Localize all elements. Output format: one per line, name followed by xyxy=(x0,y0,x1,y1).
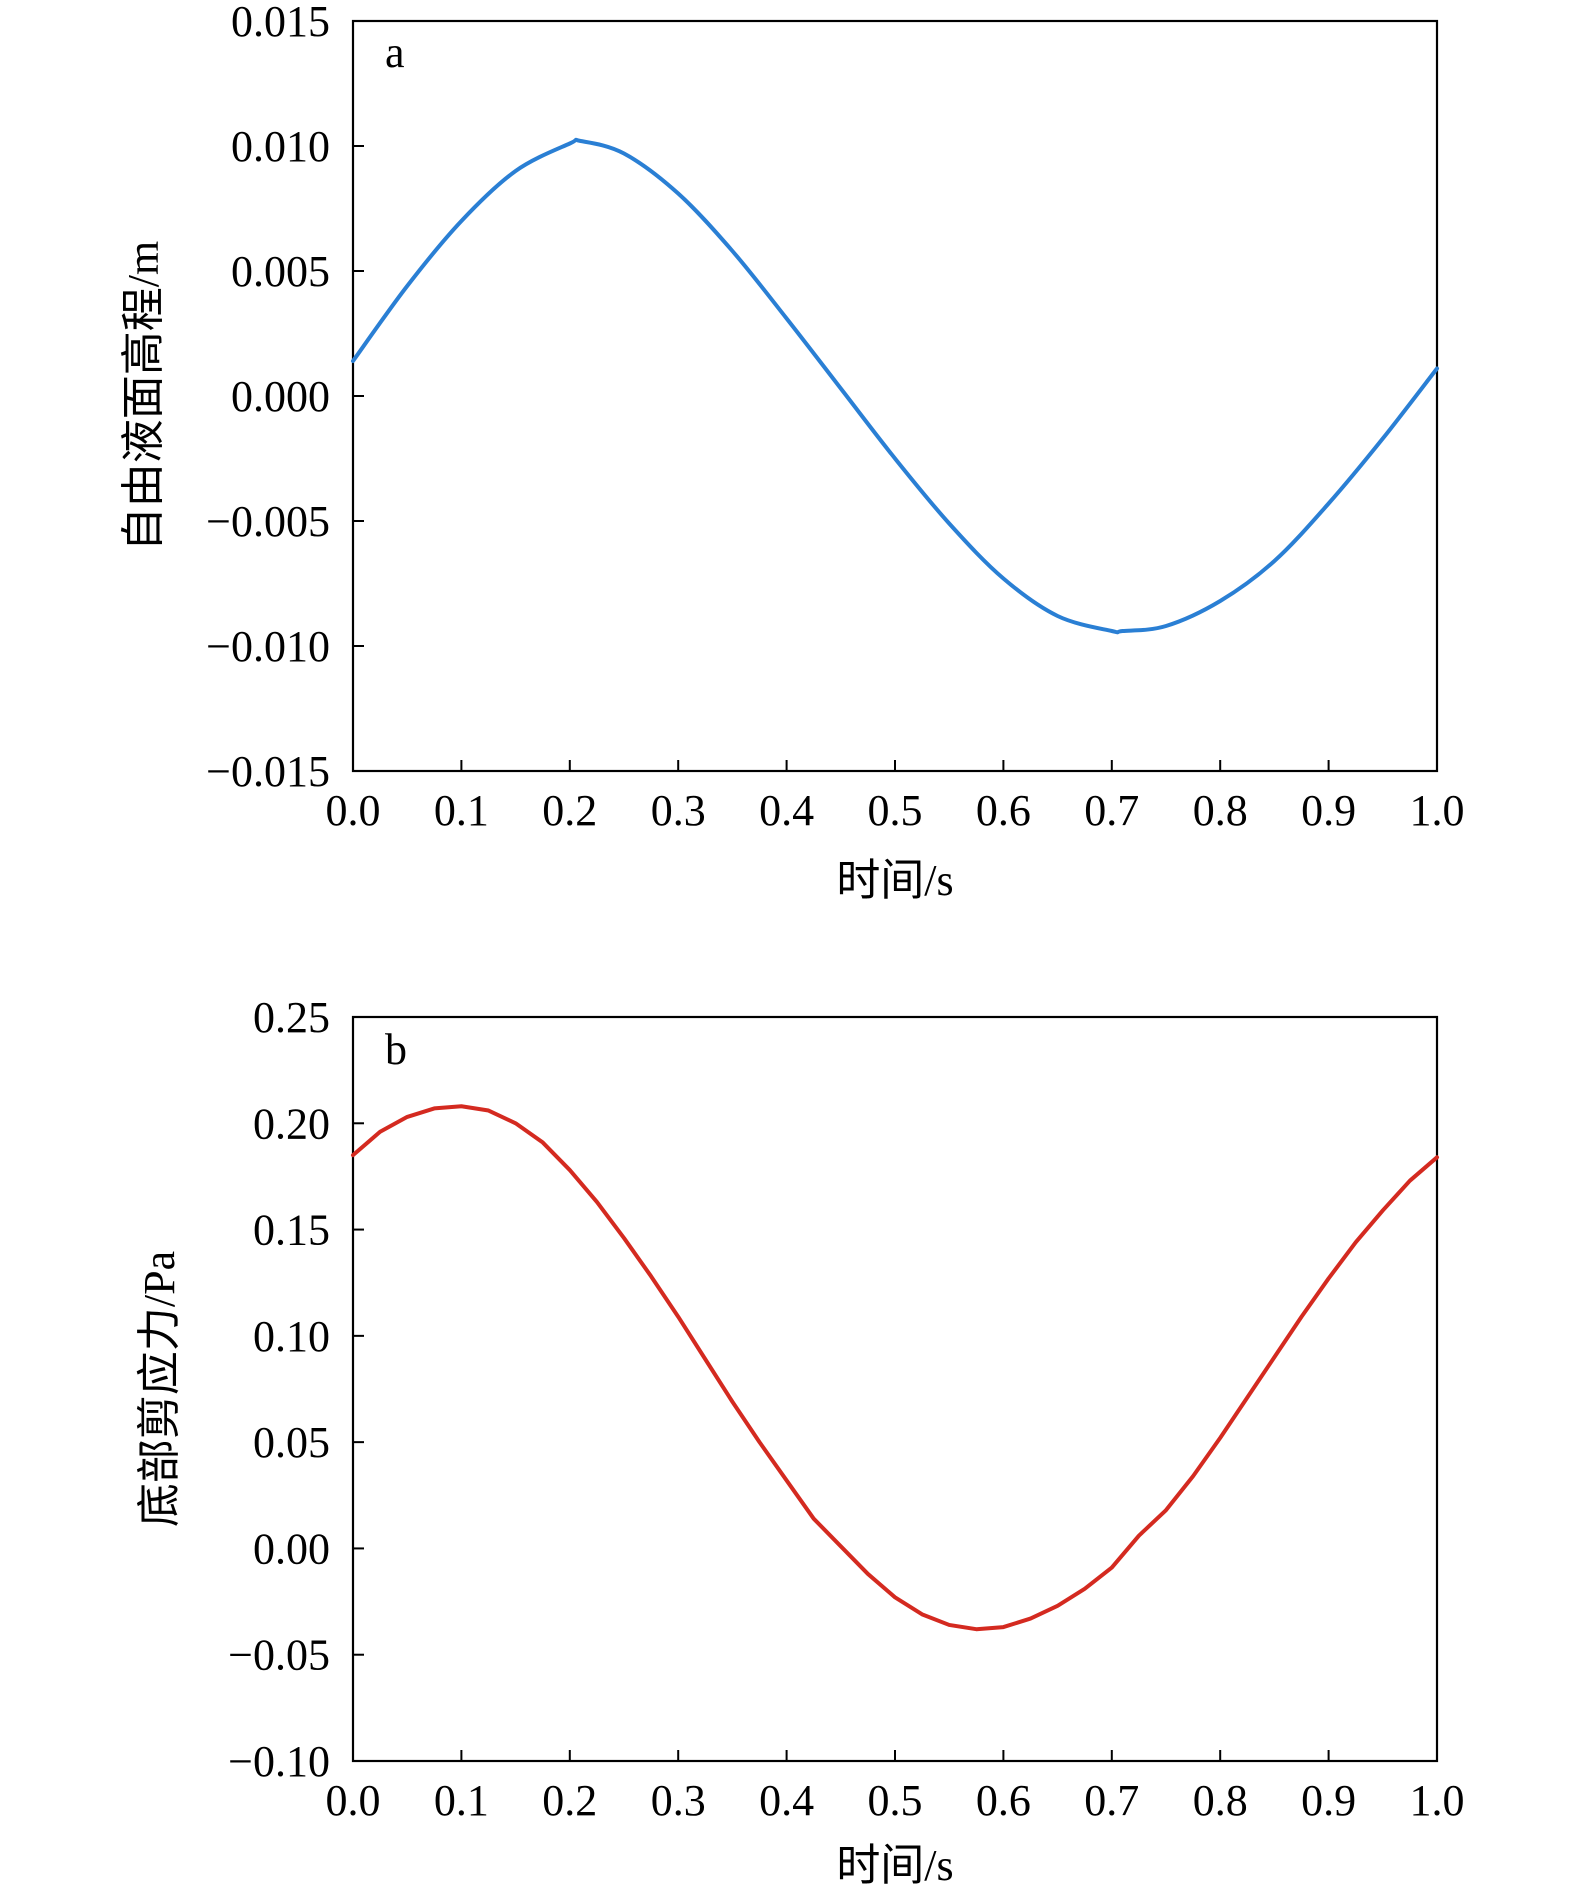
x-tick-label: 0.7 xyxy=(1084,786,1139,835)
x-tick-label: 0.3 xyxy=(651,1776,706,1825)
y-tick-label: 0.20 xyxy=(253,1099,330,1148)
y-tick-labels-a: −0.015 −0.010 −0.005 0.000 0.005 0.010 0.015 xyxy=(206,0,330,796)
y-tick-label: −0.005 xyxy=(206,497,330,546)
y-axis-title-a: 自由液面高程/m xyxy=(119,241,168,551)
y-tick-label: 0.010 xyxy=(231,122,330,171)
x-tick-label: 0.8 xyxy=(1193,786,1248,835)
tick-marks-b xyxy=(352,1016,1438,1762)
y-tick-label: 0.005 xyxy=(231,247,330,296)
x-tick-labels-b: 0.0 0.1 0.2 0.3 0.4 0.5 0.6 0.7 0.8 0.9 1.0 xyxy=(326,1776,1465,1825)
plot-frame-b xyxy=(351,1015,1439,1763)
y-tick-label: −0.10 xyxy=(228,1737,330,1786)
panel-label-a: a xyxy=(385,28,405,77)
y-axis-title-b: 底部剪应力/Pa xyxy=(135,1251,184,1527)
x-tick-label: 0.2 xyxy=(542,1776,597,1825)
x-tick-label: 1.0 xyxy=(1410,1776,1465,1825)
y-tick-label: −0.015 xyxy=(206,747,330,796)
y-tick-label: 0.25 xyxy=(253,993,330,1042)
x-axis-title-b: 时间/s xyxy=(836,1841,953,1890)
y-tick-label: −0.010 xyxy=(206,622,330,671)
x-tick-label: 0.8 xyxy=(1193,1776,1248,1825)
y-tick-labels-b: −0.10 −0.05 0.00 0.05 0.10 0.15 0.20 0.25 xyxy=(228,993,330,1786)
x-tick-label: 0.0 xyxy=(326,1776,381,1825)
x-tick-label: 0.1 xyxy=(434,1776,489,1825)
x-axis-title-a: 时间/s xyxy=(836,856,953,905)
series-line-a xyxy=(351,137,1439,635)
y-tick-label: −0.05 xyxy=(228,1631,330,1680)
panel-label-b: b xyxy=(385,1025,407,1074)
x-tick-label: 0.5 xyxy=(868,786,923,835)
y-tick-label: 0.00 xyxy=(253,1524,330,1573)
y-tick-label: 0.05 xyxy=(253,1418,330,1467)
x-tick-label: 0.9 xyxy=(1301,786,1356,835)
x-tick-label: 0.7 xyxy=(1084,1776,1139,1825)
x-tick-label: 0.6 xyxy=(976,1776,1031,1825)
chart-panel-b: 0.0 0.1 0.2 0.3 0.4 0.5 0.6 0.7 0.8 0.9 1.0 −0.10−… xyxy=(135,993,1465,1890)
x-tick-label: 1.0 xyxy=(1410,786,1465,835)
y-tick-label: 0.10 xyxy=(253,1312,330,1361)
x-tick-label: 0.1 xyxy=(434,786,489,835)
series-line-b xyxy=(351,1104,1439,1632)
x-tick-label: 0.0 xyxy=(326,786,381,835)
x-tick-labels-a: 0.0 0.1 0.2 0.3 0.4 0.5 0.6 0.7 0.8 0.9 1.0 xyxy=(326,786,1465,835)
x-tick-label: 0.3 xyxy=(651,786,706,835)
x-tick-label: 0.9 xyxy=(1301,1776,1356,1825)
y-tick-label: 0.15 xyxy=(253,1206,330,1255)
chart-panel-a: 0.0 0.1 0.2 0.3 0.4 0.5 0.6 0.7 0.8 0.9 1.0 −0.015… xyxy=(119,0,1465,905)
y-tick-label: 0.000 xyxy=(231,372,330,421)
x-tick-label: 0.4 xyxy=(759,1776,814,1825)
x-tick-label: 0.2 xyxy=(542,786,597,835)
x-tick-label: 0.5 xyxy=(868,1776,923,1825)
plot-frame-a xyxy=(351,19,1439,773)
y-tick-label: 0.015 xyxy=(231,0,330,46)
x-tick-label: 0.6 xyxy=(976,786,1031,835)
x-tick-label: 0.4 xyxy=(759,786,814,835)
tick-marks-a xyxy=(352,20,1438,772)
